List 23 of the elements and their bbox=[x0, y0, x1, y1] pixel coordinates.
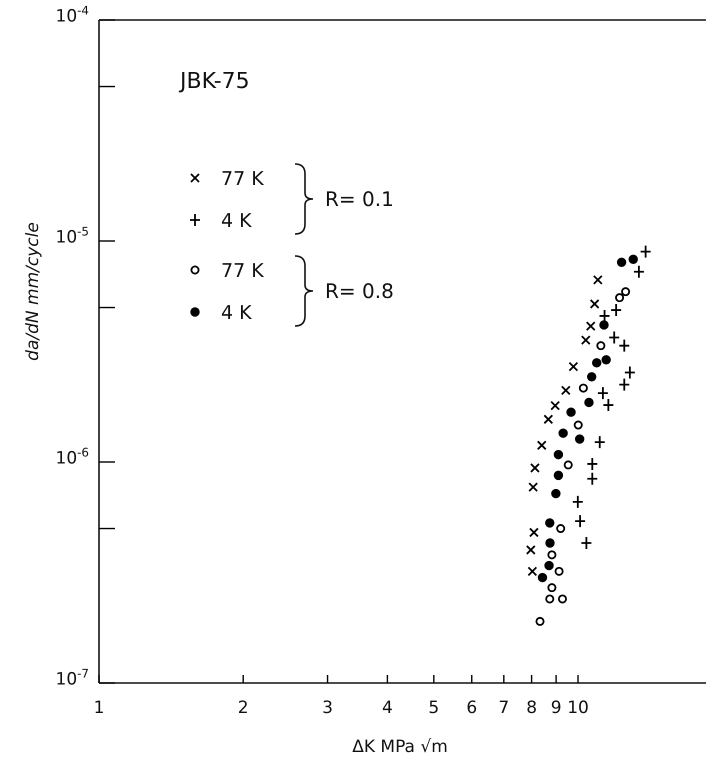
y-tick-label: 10$^{-7}$ bbox=[56, 666, 89, 690]
x-tick-label: 9 bbox=[550, 698, 562, 718]
x-tick-label: 4 bbox=[382, 698, 393, 718]
x-tick-label: 5 bbox=[428, 698, 440, 718]
annotation: JBK-75 bbox=[178, 69, 250, 94]
x-tick-label: 2 bbox=[238, 698, 249, 718]
x-tick-label: 3 bbox=[322, 698, 333, 718]
annotation: R= 0.8 bbox=[325, 279, 394, 303]
legend-label: 4 K bbox=[221, 302, 252, 324]
x-tick-label: 7 bbox=[498, 698, 510, 718]
legend-label: 77 K bbox=[221, 168, 264, 190]
y-tick-label: 10$^{-4}$ bbox=[56, 4, 89, 27]
legend-label: 77 K bbox=[221, 260, 264, 282]
x-tick-label: 1 bbox=[94, 698, 104, 718]
annotation: R= 0.1 bbox=[325, 187, 394, 211]
y-axis-title: da/dN mm/cycle bbox=[23, 222, 43, 361]
x-axis-title: ΔK MPa √m bbox=[352, 737, 448, 757]
x-tick-label: 8 bbox=[526, 698, 538, 718]
x-tick-label: 10 bbox=[567, 698, 589, 718]
x-tick-label: 6 bbox=[466, 698, 478, 718]
y-tick-label: 10$^{-5}$ bbox=[56, 224, 89, 248]
legend-label: 4 K bbox=[221, 210, 252, 232]
y-tick-label: 10$^{-6}$ bbox=[56, 446, 89, 469]
